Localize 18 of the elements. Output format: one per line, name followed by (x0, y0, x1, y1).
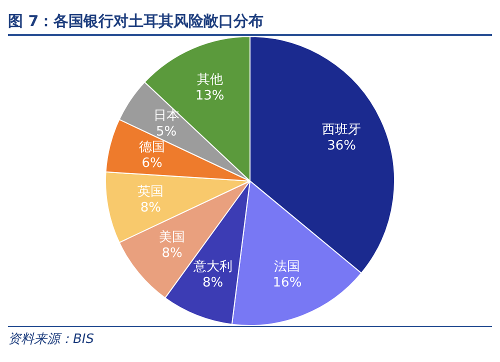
slice-label: 法国 (274, 259, 300, 274)
data-label: 36% (327, 138, 356, 154)
data-label: 16% (272, 275, 302, 290)
data-label: 13% (195, 88, 224, 104)
slice-label: 其他 (196, 72, 223, 88)
slice-label: 英国 (138, 184, 164, 200)
data-label: 8% (140, 200, 161, 216)
slice-label: 日本 (153, 108, 180, 124)
slice-label: 意大利 (192, 259, 232, 274)
chart-title: 图 7：各国银行对土耳其风险敞口分布 (8, 8, 492, 36)
slice-label: 西班牙 (322, 122, 362, 138)
data-label: 6% (142, 156, 162, 172)
slice-label: 美国 (159, 228, 186, 245)
data-label: 8% (202, 275, 224, 290)
data-label: 8% (162, 246, 182, 261)
slice-label: 德国 (139, 140, 166, 156)
text: 资料来源：BIS (8, 326, 492, 348)
data-label: 5% (156, 124, 177, 140)
